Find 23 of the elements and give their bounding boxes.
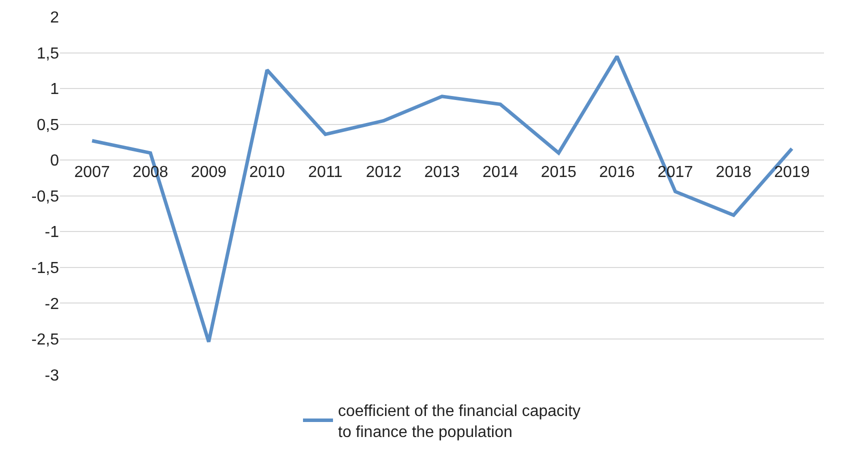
y-tick-label: -3 — [44, 367, 60, 384]
x-tick-label: 2010 — [249, 164, 285, 182]
y-tick-label: 2 — [50, 10, 60, 27]
y-tick-label: 0,5 — [36, 116, 60, 134]
y-tick-label: -2,5 — [31, 332, 60, 349]
x-tick-label: 2016 — [599, 164, 635, 182]
y-tick-label: -1,5 — [31, 260, 60, 278]
x-tick-label: 2019 — [774, 164, 810, 182]
x-tick-label: 2009 — [190, 164, 227, 182]
y-tick-label: -2 — [44, 296, 60, 313]
legend-label: coefficient of the financial capacity to finance the population — [338, 403, 581, 441]
y-tick-label: -0,5 — [31, 188, 60, 206]
y-tick-label: 0 — [50, 152, 60, 170]
x-tick-label: 2014 — [482, 164, 518, 182]
y-tick-label: -1 — [44, 224, 60, 242]
x-tick-label: 2007 — [74, 164, 110, 182]
x-tick-label: 2013 — [424, 164, 460, 182]
y-tick-label: 1,5 — [36, 45, 60, 62]
x-tick-label: 2011 — [308, 164, 343, 182]
y-tick-label: 1 — [50, 81, 60, 98]
x-tick-label: 2012 — [366, 164, 402, 182]
x-tick-label: 2018 — [716, 164, 752, 182]
x-tick-label: 2015 — [540, 164, 577, 182]
